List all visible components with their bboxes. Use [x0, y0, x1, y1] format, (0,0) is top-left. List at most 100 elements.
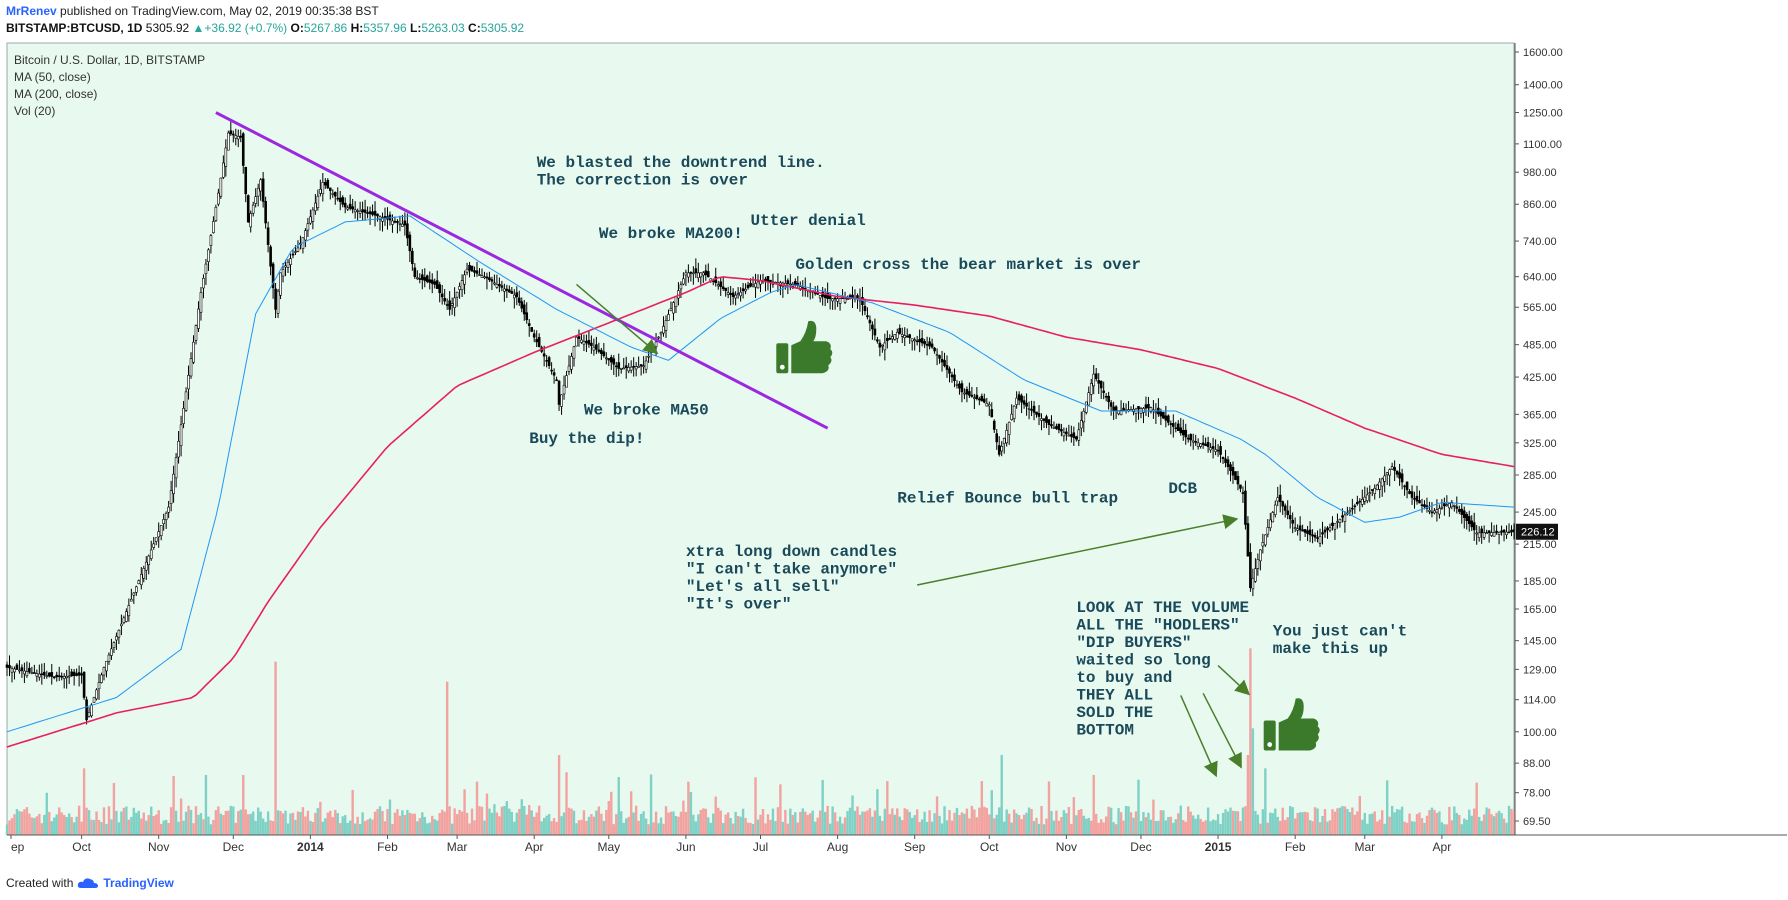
- candle-body: [1313, 535, 1317, 538]
- volume-bar: [751, 823, 755, 835]
- candle-body: [1035, 411, 1038, 415]
- candle-body: [15, 664, 19, 670]
- volume-bar: [1333, 811, 1337, 835]
- time-tick-label: Mar: [447, 840, 468, 854]
- annotation-line: "It's over": [686, 595, 792, 613]
- volume-bar: [1296, 812, 1299, 835]
- volume-bar: [881, 820, 884, 835]
- volume-bar: [1274, 808, 1277, 835]
- price-tick-label: 100.00: [1523, 727, 1557, 739]
- volume-bar: [833, 812, 837, 835]
- volume-bar: [1209, 821, 1212, 835]
- candle-body: [418, 278, 422, 280]
- volume-bar: [1077, 809, 1081, 835]
- candle-body: [207, 249, 210, 263]
- volume-bar: [1062, 810, 1066, 835]
- plot-background[interactable]: [6, 42, 1515, 836]
- volume-bar: [1214, 820, 1217, 835]
- candle-body: [214, 206, 218, 221]
- candle-body: [1448, 503, 1451, 509]
- candle-body: [1316, 537, 1319, 539]
- volume-bar: [1343, 806, 1347, 835]
- volume-bar: [1192, 815, 1195, 835]
- volume-bar: [1139, 820, 1143, 835]
- volume-bar: [334, 809, 337, 835]
- candle-body: [162, 519, 165, 525]
- candle-body: [1430, 511, 1434, 514]
- volume-bar: [1293, 818, 1297, 835]
- volume-bar: [1465, 819, 1468, 835]
- candle-body: [224, 147, 228, 167]
- annotation-line: You just can't: [1273, 623, 1407, 641]
- candle-body: [1502, 529, 1506, 533]
- volume-bar: [1438, 811, 1441, 835]
- volume-bar: [1495, 812, 1498, 835]
- volume-bar: [1477, 816, 1481, 835]
- volume-bar: [617, 777, 620, 835]
- candle-body: [20, 667, 24, 671]
- candle-body: [1460, 508, 1464, 515]
- volume-bar: [540, 821, 543, 835]
- volume-bar: [1353, 814, 1357, 835]
- candle-body: [184, 391, 188, 411]
- candle-body: [82, 671, 86, 698]
- candle-body: [458, 286, 461, 290]
- volume-bar: [662, 823, 665, 835]
- candle-body: [609, 356, 613, 363]
- volume-bar: [309, 820, 312, 835]
- candle-body: [1142, 408, 1145, 413]
- volume-bar: [699, 809, 703, 835]
- annotation-line: ALL THE "HODLERS": [1076, 617, 1239, 635]
- candle-body: [333, 192, 337, 197]
- price-tick-label: 1250.00: [1523, 108, 1563, 120]
- candle-body: [77, 672, 81, 676]
- volume-bar: [261, 818, 265, 835]
- downtrend-line[interactable]: [215, 111, 829, 430]
- volume-bar: [30, 817, 34, 835]
- candle-body: [682, 278, 685, 285]
- candle-body: [960, 383, 964, 393]
- candle-body: [522, 304, 526, 315]
- candle-body: [975, 394, 979, 400]
- volume-bar: [998, 807, 1001, 835]
- volume-bar: [62, 814, 66, 835]
- volume-bar: [162, 820, 165, 835]
- volume-bar: [428, 822, 431, 835]
- volume-bar: [587, 816, 591, 835]
- author-link[interactable]: MrRenev: [6, 4, 57, 18]
- volume-bar: [530, 810, 533, 835]
- volume-bar: [925, 822, 929, 835]
- volume-bar: [846, 811, 849, 835]
- volume-bar: [1460, 824, 1463, 835]
- price-tick-label: 325.00: [1523, 438, 1557, 450]
- volume-bar: [985, 807, 988, 835]
- candle-body: [1472, 522, 1476, 531]
- candle-body: [612, 358, 616, 365]
- candle-body: [818, 295, 822, 299]
- candle-body: [789, 283, 792, 286]
- volume-bar: [10, 818, 14, 835]
- candle-body: [440, 293, 444, 298]
- candle-body: [286, 261, 290, 268]
- candle-body: [1393, 467, 1396, 471]
- candle-body: [649, 351, 653, 353]
- candle-body: [1057, 423, 1061, 431]
- candle-body: [356, 210, 359, 212]
- candle-body: [918, 338, 921, 343]
- candle-body: [10, 668, 14, 673]
- candle-body: [423, 277, 427, 281]
- volume-bar: [657, 823, 660, 835]
- volume-bar: [920, 819, 924, 835]
- tradingview-logo[interactable]: TradingView: [103, 876, 174, 890]
- volume-bar: [1346, 809, 1349, 835]
- price-tick-label: 129.00: [1523, 664, 1557, 676]
- candle-body: [453, 297, 456, 308]
- candle-body: [1092, 373, 1096, 387]
- volume-bar: [1435, 812, 1439, 835]
- candle-body: [18, 669, 21, 672]
- volume-bar: [77, 805, 81, 835]
- volume-bar: [533, 816, 536, 835]
